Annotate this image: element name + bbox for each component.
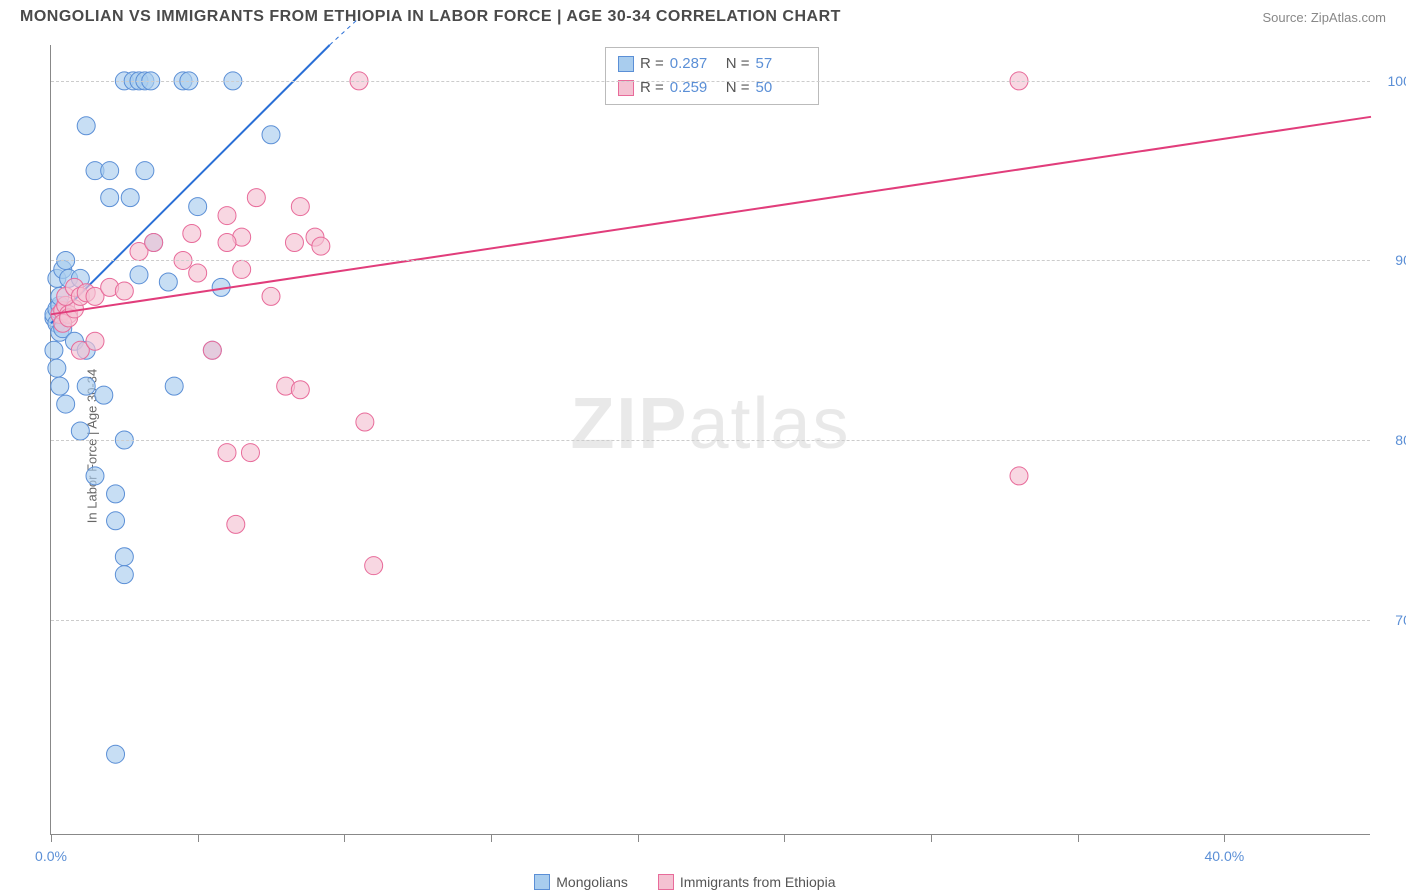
data-point xyxy=(130,266,148,284)
x-tick-label: 0.0% xyxy=(35,848,67,864)
data-point xyxy=(262,126,280,144)
legend-swatch xyxy=(534,874,550,890)
legend-item: Mongolians xyxy=(534,874,628,890)
data-point xyxy=(312,237,330,255)
data-point xyxy=(247,189,265,207)
data-point xyxy=(45,341,63,359)
gridline xyxy=(51,620,1370,621)
data-point xyxy=(262,287,280,305)
data-point xyxy=(233,260,251,278)
data-point xyxy=(121,189,139,207)
data-point xyxy=(189,264,207,282)
x-tick xyxy=(198,834,199,842)
data-point xyxy=(365,557,383,575)
data-point xyxy=(57,395,75,413)
data-point xyxy=(51,377,69,395)
data-point xyxy=(107,745,125,763)
data-point xyxy=(95,386,113,404)
gridline xyxy=(51,81,1370,82)
x-tick xyxy=(491,834,492,842)
data-point xyxy=(86,332,104,350)
x-tick xyxy=(1224,834,1225,842)
data-point xyxy=(183,225,201,243)
data-point xyxy=(218,207,236,225)
x-tick xyxy=(638,834,639,842)
data-point xyxy=(71,422,89,440)
data-point xyxy=(285,234,303,252)
bottom-legend: Mongolians Immigrants from Ethiopia xyxy=(534,874,835,890)
data-point xyxy=(115,566,133,584)
data-point xyxy=(101,189,119,207)
data-point xyxy=(77,117,95,135)
data-point xyxy=(86,467,104,485)
stats-legend: R = 0.287N = 57R = 0.259N = 50 xyxy=(605,47,819,105)
gridline xyxy=(51,260,1370,261)
x-tick xyxy=(784,834,785,842)
data-point xyxy=(101,162,119,180)
legend-swatch xyxy=(618,56,634,72)
data-point xyxy=(218,444,236,462)
data-point xyxy=(136,162,154,180)
data-point xyxy=(203,341,221,359)
trend-line xyxy=(51,117,1371,315)
x-tick xyxy=(51,834,52,842)
data-point xyxy=(77,377,95,395)
legend-label: Immigrants from Ethiopia xyxy=(680,874,836,890)
data-point xyxy=(227,515,245,533)
data-point xyxy=(159,273,177,291)
data-point xyxy=(241,444,259,462)
y-tick-label: 70.0% xyxy=(1395,612,1406,628)
legend-label: Mongolians xyxy=(556,874,628,890)
data-point xyxy=(1010,467,1028,485)
data-point xyxy=(115,548,133,566)
data-point xyxy=(145,234,163,252)
y-tick-label: 80.0% xyxy=(1395,432,1406,448)
data-point xyxy=(291,381,309,399)
x-tick xyxy=(931,834,932,842)
x-tick xyxy=(1078,834,1079,842)
data-point xyxy=(218,234,236,252)
stats-row: R = 0.287N = 57 xyxy=(618,52,806,76)
x-tick-label: 40.0% xyxy=(1204,848,1244,864)
source-label: Source: ZipAtlas.com xyxy=(1262,10,1386,25)
data-point xyxy=(115,282,133,300)
chart-title: MONGOLIAN VS IMMIGRANTS FROM ETHIOPIA IN… xyxy=(20,8,841,26)
data-point xyxy=(165,377,183,395)
y-tick-label: 90.0% xyxy=(1395,252,1406,268)
data-point xyxy=(189,198,207,216)
data-point xyxy=(107,512,125,530)
legend-swatch xyxy=(618,80,634,96)
stats-row: R = 0.259N = 50 xyxy=(618,76,806,100)
data-point xyxy=(48,359,66,377)
legend-swatch xyxy=(658,874,674,890)
x-tick xyxy=(344,834,345,842)
chart-area: ZIPatlas R = 0.287N = 57R = 0.259N = 50 … xyxy=(50,45,1370,835)
gridline xyxy=(51,440,1370,441)
y-tick-label: 100.0% xyxy=(1388,73,1406,89)
data-point xyxy=(356,413,374,431)
data-point xyxy=(291,198,309,216)
legend-item: Immigrants from Ethiopia xyxy=(658,874,836,890)
data-point xyxy=(107,485,125,503)
